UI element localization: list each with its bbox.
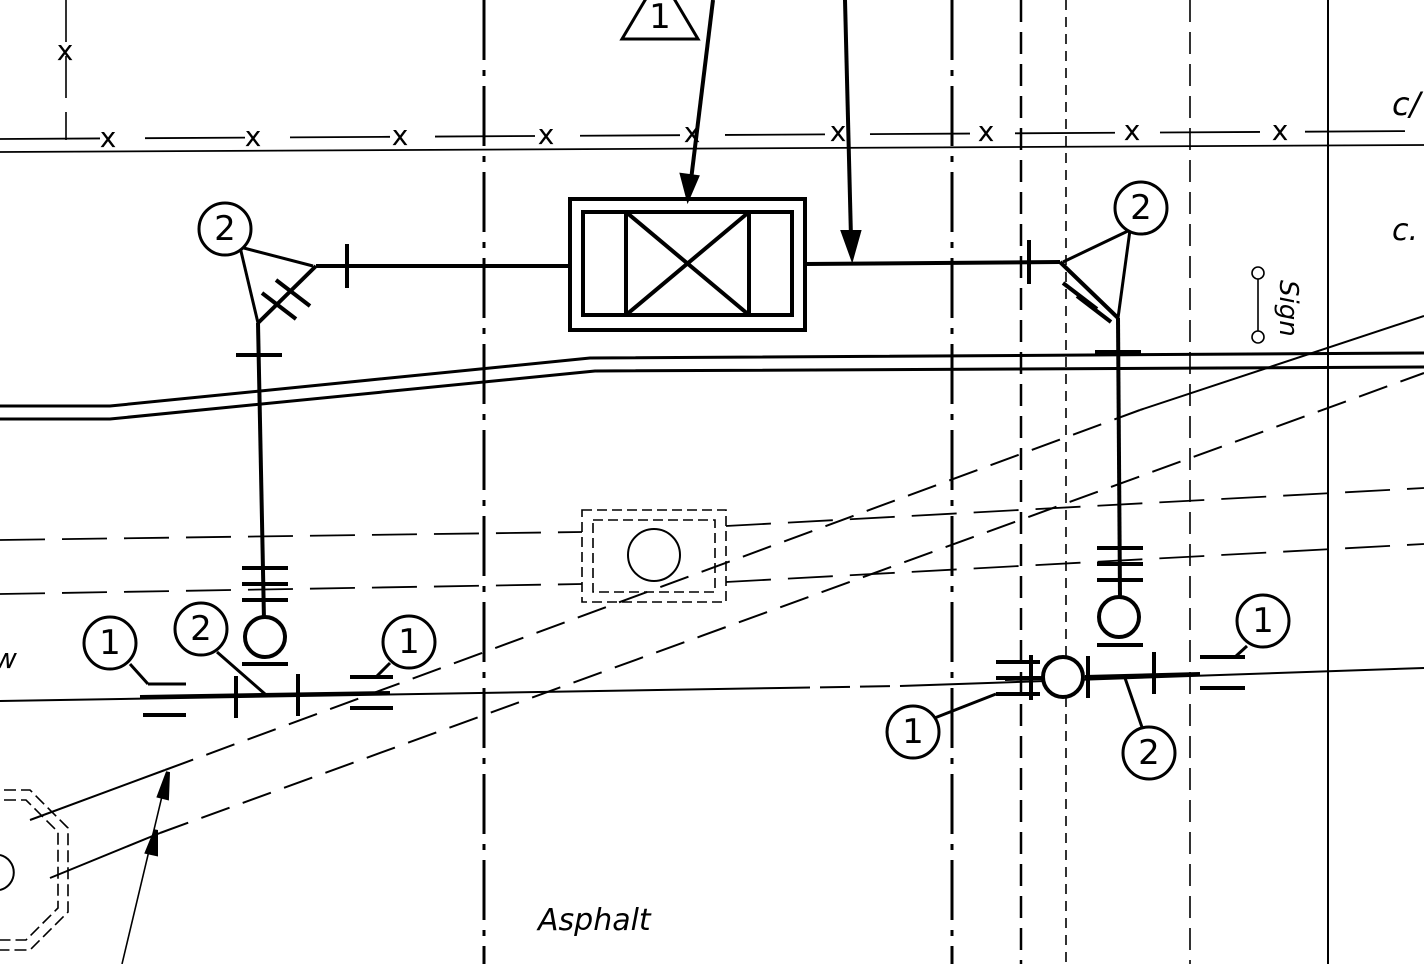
partial-structure-circle (0, 854, 15, 891)
callout-left-one-b: 1 (381, 614, 437, 670)
fence-marker: x (1272, 114, 1289, 147)
fence-marker: x (392, 119, 409, 152)
svg-text:1: 1 (99, 623, 121, 663)
svg-text:1: 1 (902, 712, 924, 752)
junction-right-bottom (1041, 655, 1085, 699)
callout-right-two-bottom: 2 (1121, 725, 1177, 781)
fence-marker: x (830, 115, 847, 148)
svg-text:2: 2 (190, 609, 212, 649)
callout-leaders (128, 228, 1249, 734)
junction-right-top (1097, 595, 1141, 639)
fence-marker: x (978, 115, 995, 148)
callout-mid-left: 2 (173, 601, 229, 657)
callout-top-left: 2 (197, 201, 253, 257)
svg-text:2: 2 (214, 209, 236, 249)
fence-marker: x (57, 34, 74, 67)
svg-text:1: 1 (398, 622, 420, 662)
callout-bubbles: 2 2 2 1 1 1 1 2 (82, 180, 1291, 781)
fence-marker: x (100, 121, 117, 154)
edge-label-top-right: c/ (1392, 85, 1424, 123)
callout-top-right: 2 (1113, 180, 1169, 236)
conduit-network (139, 260, 1201, 699)
manhole (581, 509, 727, 603)
sign-symbol (1251, 266, 1265, 344)
utility-dashed-lines (0, 487, 1424, 595)
edge-label-right: c. (1392, 213, 1418, 248)
pull-box (568, 197, 807, 332)
svg-text:2: 2 (1138, 733, 1160, 773)
revision-number: 1 (649, 0, 671, 37)
junction-left (243, 615, 287, 659)
partial-structure-octagon (0, 789, 69, 951)
asphalt-label: Asphalt (536, 903, 652, 938)
fence-dashed-line (0, 130, 1424, 140)
diagonal-lines (29, 315, 1424, 879)
sign-label: Sign (1273, 280, 1303, 337)
leader-arrows (121, 0, 862, 964)
fence-marker: x (245, 120, 262, 153)
callout-left-one-a: 1 (82, 615, 138, 671)
fence-under-line (0, 144, 1424, 153)
edge-label-left: w (0, 642, 17, 675)
callout-right-one-top: 1 (1235, 593, 1291, 649)
fence-line: x x x x x x x x x x (0, 0, 1424, 154)
revision-triangle: 1 (619, 0, 701, 41)
svg-text:1: 1 (1252, 601, 1274, 641)
junction-circles (243, 595, 1141, 699)
fence-marker: x (538, 118, 555, 151)
callout-right-one-bottom: 1 (885, 704, 941, 760)
column-grid-lines (482, 0, 1329, 964)
conduit-ticks (143, 240, 1245, 718)
svg-text:2: 2 (1130, 188, 1152, 228)
curb-line (0, 351, 1424, 421)
fence-marker: x (1124, 114, 1141, 147)
